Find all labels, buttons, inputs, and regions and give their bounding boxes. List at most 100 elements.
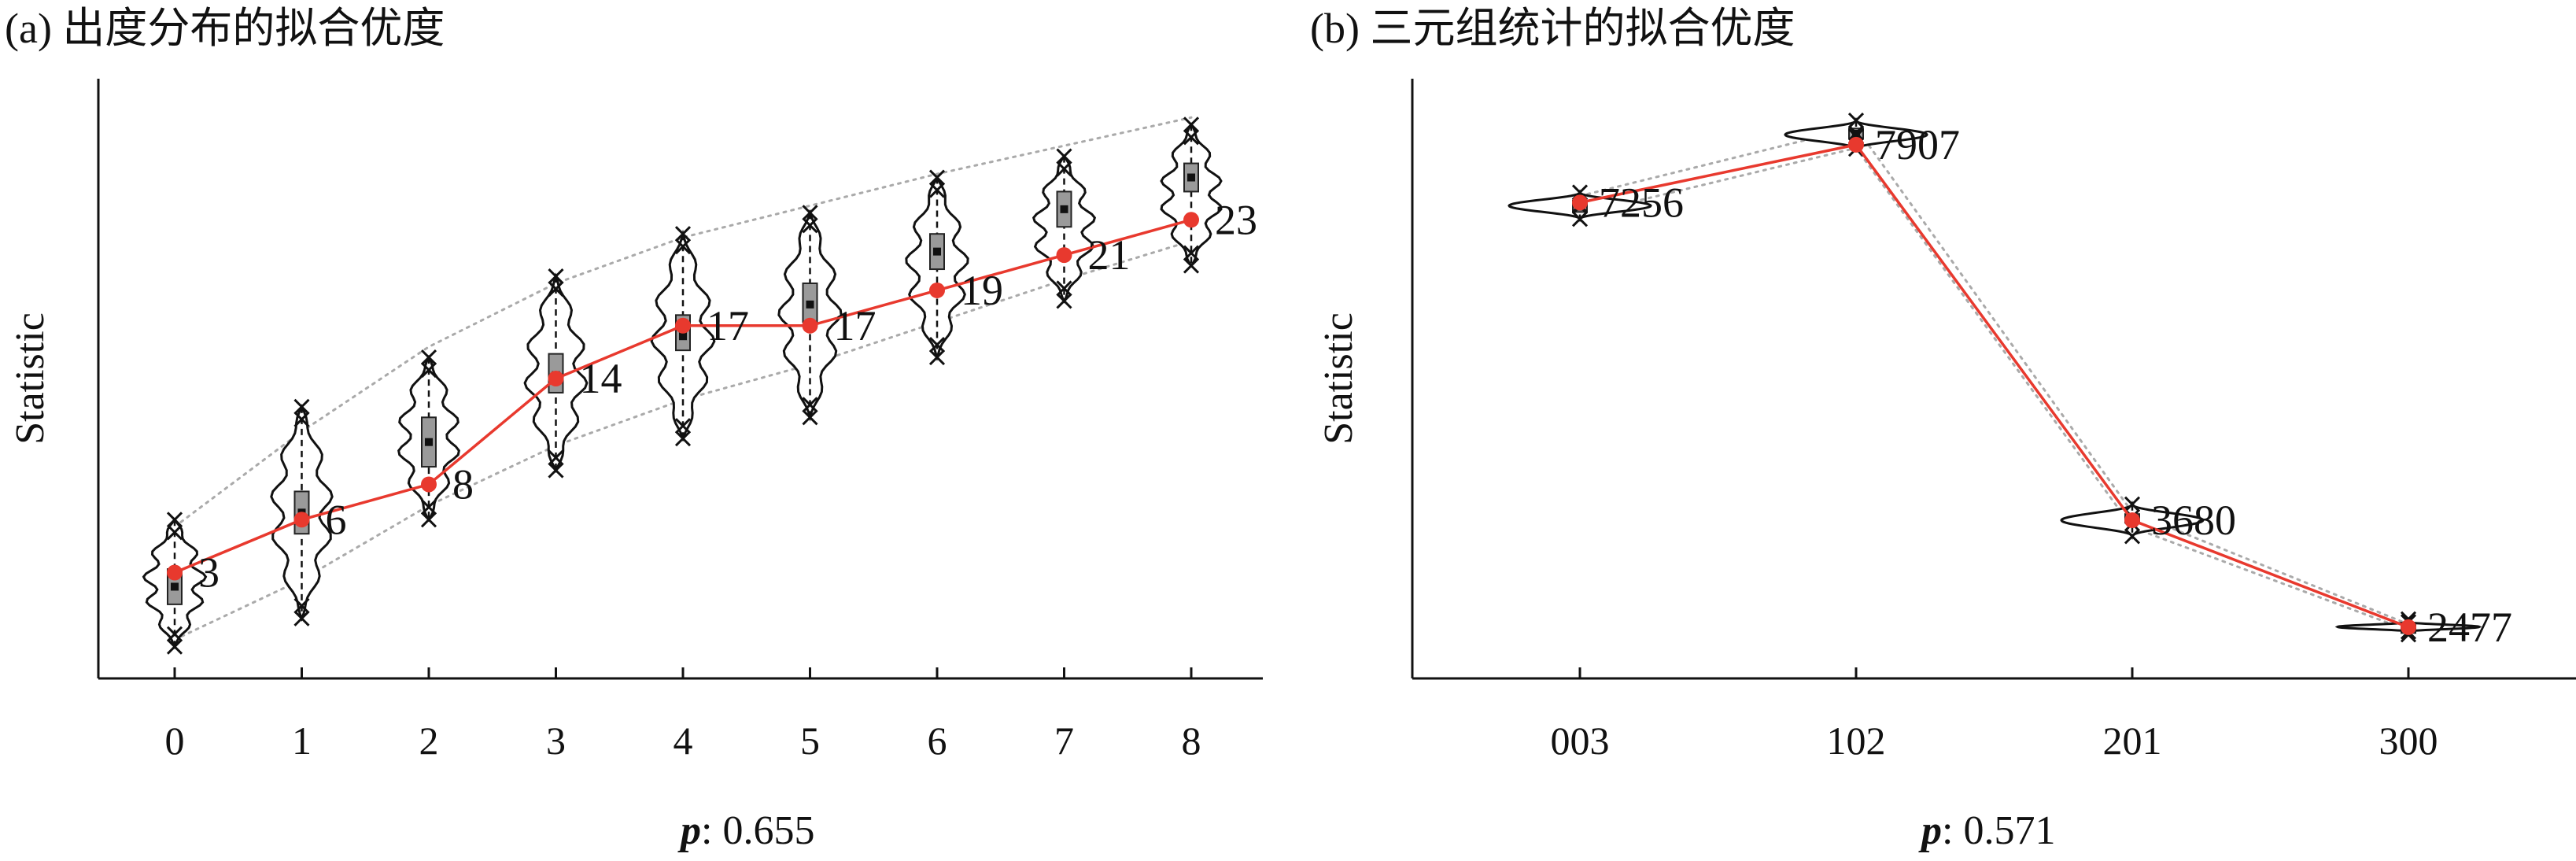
observed-point xyxy=(929,282,945,298)
outlier-marker-bottom xyxy=(928,337,946,353)
x-tick-label: 300 xyxy=(2379,719,2438,763)
dotted-envelope-dotted_upper xyxy=(1578,126,2410,626)
outlier-marker-top xyxy=(548,280,564,297)
outlier-marker-top xyxy=(802,217,818,234)
x-tick-label: 2 xyxy=(419,719,439,763)
outlier-marker-top xyxy=(674,238,692,255)
dotted-envelope-dotted_lower xyxy=(173,239,1193,641)
observed-value-label: 21 xyxy=(1088,231,1131,279)
p-value-annotation: p: 0.571 xyxy=(1918,808,2055,853)
outlier-marker-top xyxy=(674,226,692,242)
outlier-marker-top xyxy=(293,411,310,427)
x-tick-label: 4 xyxy=(674,719,693,763)
p-symbol: p xyxy=(677,808,701,853)
outlier-marker-bottom xyxy=(674,418,692,434)
observed-point xyxy=(167,564,183,581)
p-symbol: p xyxy=(1918,808,1942,853)
outlier-marker-bottom xyxy=(2124,528,2141,545)
violin-median xyxy=(1187,173,1195,182)
outlier-marker-top xyxy=(420,362,437,379)
p-value-annotation: p: 0.655 xyxy=(677,808,814,853)
outlier-marker-top xyxy=(928,182,946,198)
outlier-marker-bottom xyxy=(1056,293,1072,309)
observed-line xyxy=(1579,142,2409,629)
outlier-marker-top xyxy=(1183,129,1200,146)
outlier-marker-bottom xyxy=(802,397,818,413)
observed-value-label: 7256 xyxy=(1599,179,1684,226)
panel-b: (b) 三元组统计的拟合优度 Statistic 003 102 201 300 7256 7… xyxy=(1310,5,2576,853)
outlier-marker-top xyxy=(1056,148,1072,164)
p-value: : 0.571 xyxy=(1942,808,2055,853)
violin-median xyxy=(1060,205,1068,213)
observed-value-label: 6 xyxy=(326,496,347,543)
outlier-marker-bottom xyxy=(293,610,310,626)
outlier-marker-bottom xyxy=(674,430,692,447)
x-tick-label: 0 xyxy=(165,719,185,763)
observed-point xyxy=(548,371,564,386)
outlier-marker-top xyxy=(166,524,183,541)
dotted-envelope-dotted_lower xyxy=(1578,146,2410,632)
x-tick-label: 5 xyxy=(800,719,820,763)
outlier-marker-bottom xyxy=(1183,257,1200,274)
violin-median xyxy=(679,332,687,341)
x-tick-label: 7 xyxy=(1054,719,1074,763)
outlier-marker-top xyxy=(1847,124,1865,142)
observed-point xyxy=(421,476,437,493)
outlier-marker-bottom xyxy=(548,449,564,466)
outlier-marker-bottom xyxy=(420,499,437,515)
outlier-marker-bottom xyxy=(928,349,946,366)
observed-point xyxy=(1848,136,1864,153)
observed-point xyxy=(293,512,310,528)
observed-point xyxy=(2401,619,2416,635)
outlier-marker-bottom xyxy=(420,512,437,528)
outlier-marker-top xyxy=(293,398,310,415)
y-axis-label: Statistic xyxy=(8,312,53,445)
observed-value-label: 14 xyxy=(580,355,622,402)
x-tick-label: 003 xyxy=(1551,719,1610,763)
dotted-envelope-dotted_upper xyxy=(173,116,1193,528)
x-tick-label: 6 xyxy=(928,719,947,763)
outlier-marker-top xyxy=(802,205,818,221)
outlier-marker-bottom xyxy=(166,626,183,642)
x-tick-label: 102 xyxy=(1827,719,1886,763)
observed-value-label: 8 xyxy=(452,460,474,508)
outlier-marker-bottom xyxy=(802,409,818,426)
outlier-marker-top xyxy=(1056,161,1072,177)
observed-value-label: 3680 xyxy=(2151,497,2236,544)
outlier-marker-top xyxy=(548,268,564,285)
outlier-marker-bottom xyxy=(166,638,183,655)
violin-median xyxy=(425,438,433,446)
violin-median xyxy=(806,300,814,309)
x-tick-label: 8 xyxy=(1182,719,1201,763)
outlier-marker-bottom xyxy=(548,462,564,479)
p-value: : 0.655 xyxy=(701,808,814,853)
outlier-marker-bottom xyxy=(293,597,310,614)
observed-value-label: 19 xyxy=(961,267,1003,314)
outlier-marker-top xyxy=(166,512,183,528)
chart-title: (a) 出度分布的拟合优度 xyxy=(5,5,445,52)
observed-point xyxy=(1183,212,1199,228)
violin-median xyxy=(933,247,941,256)
chart-title: (b) 三元组统计的拟合优度 xyxy=(1310,5,1795,52)
observed-point xyxy=(2124,512,2140,529)
observed-value-label: 7907 xyxy=(1875,121,1960,168)
outlier-marker-top xyxy=(928,169,946,186)
outlier-marker-bottom xyxy=(1056,280,1072,297)
outlier-marker-top xyxy=(1183,116,1200,133)
observed-point xyxy=(802,317,818,334)
x-tick-label: 3 xyxy=(546,719,566,763)
observed-point xyxy=(1572,194,1588,211)
x-tick-label: 201 xyxy=(2103,719,2162,763)
x-tick-label: 1 xyxy=(292,719,312,763)
y-axis-label: Statistic xyxy=(1316,312,1361,445)
outlier-marker-top xyxy=(420,349,437,366)
violin-median xyxy=(171,582,179,591)
outlier-marker-top xyxy=(1847,112,1865,129)
observed-point xyxy=(1056,247,1072,264)
outlier-marker-bottom xyxy=(1571,211,1589,227)
observed-value-label: 2477 xyxy=(2427,604,2512,651)
outlier-marker-top xyxy=(2124,496,2141,512)
observed-value-label: 23 xyxy=(1215,196,1257,243)
